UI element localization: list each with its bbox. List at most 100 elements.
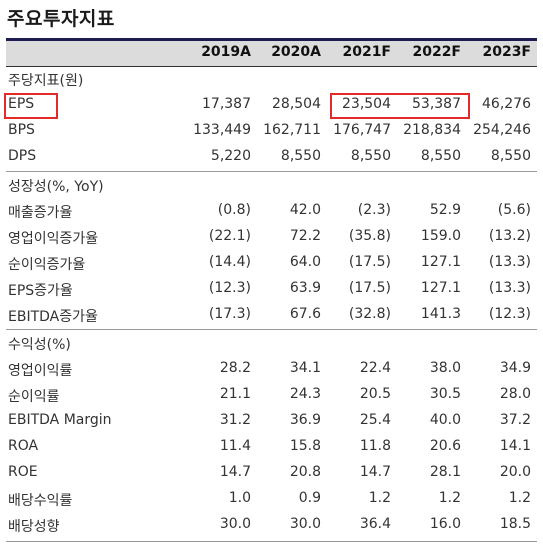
header-band <box>6 41 537 66</box>
table-cell: 133,449 <box>193 122 251 138</box>
table-cell: 162,711 <box>263 122 321 138</box>
row-label: 매출증가율 <box>8 205 73 221</box>
table-row: 배당수익률 1.0 0.9 1.2 1.2 1.2 <box>6 486 537 512</box>
table-cell: 5,220 <box>210 148 251 164</box>
section-heading-row: 성장성(%, YoY) <box>6 172 537 198</box>
table-cell: 28.0 <box>499 386 531 402</box>
table-cell: (5.6) <box>497 202 531 218</box>
table-cell: 18.5 <box>499 516 531 532</box>
row-label: 영업이익증가율 <box>8 231 99 247</box>
table-cell: 1.0 <box>228 490 251 506</box>
table-cell: 8,550 <box>280 148 321 164</box>
row-label: ROE <box>8 464 38 480</box>
table-cell: 20.0 <box>499 464 531 480</box>
table-cell: 8,550 <box>420 148 461 164</box>
table-cell: 11.8 <box>359 438 391 454</box>
table-cell: 72.2 <box>289 228 321 244</box>
table-cell: 46,276 <box>482 96 531 112</box>
table-cell: 63.9 <box>289 280 321 296</box>
table-cell: (12.3) <box>208 280 251 296</box>
table-row: 영업이익증가율 (22.1) 72.2 (35.8) 159.0 (13.2) <box>6 224 537 250</box>
table-cell: 0.9 <box>298 490 321 506</box>
row-label: 배당수익률 <box>8 493 73 509</box>
table-cell: 159.0 <box>420 228 461 244</box>
row-label: EBITDA Margin <box>8 412 112 428</box>
table-cell: 31.2 <box>219 412 251 428</box>
eps-label-highlight-box <box>4 93 58 119</box>
section-heading: 주당지표(원) <box>8 73 84 89</box>
eps-forecast-highlight-box <box>330 93 470 119</box>
table-cell: 8,550 <box>490 148 531 164</box>
table-cell: 36.4 <box>359 516 391 532</box>
table-cell: 14.1 <box>499 438 531 454</box>
table-cell: (14.4) <box>208 254 251 270</box>
table-cell: 1.2 <box>438 490 461 506</box>
table-cell: 30.0 <box>289 516 321 532</box>
section-heading: 수익성(%) <box>8 337 71 353</box>
table-cell: (17.5) <box>348 254 391 270</box>
table-row: 순이익증가율 (14.4) 64.0 (17.5) 127.1 (13.3) <box>6 250 537 276</box>
table-cell: 14.7 <box>359 464 391 480</box>
row-label: 순이익증가율 <box>8 257 86 273</box>
column-header: 2019A <box>201 44 251 60</box>
table-row: ROA 11.4 15.8 11.8 20.6 14.1 <box>6 434 537 460</box>
table-row: 순이익률 21.1 24.3 20.5 30.5 28.0 <box>6 382 537 408</box>
table-cell: (0.8) <box>217 202 251 218</box>
table-row: BPS 133,449 162,711 176,747 218,834 254,… <box>6 118 537 144</box>
table-cell: 15.8 <box>289 438 321 454</box>
table-cell: (12.3) <box>488 306 531 322</box>
table-cell: 34.1 <box>289 360 321 376</box>
table-cell: 52.9 <box>429 202 461 218</box>
row-label: BPS <box>8 122 35 138</box>
table-cell: 14.7 <box>219 464 251 480</box>
column-header: 2020A <box>271 44 321 60</box>
table-cell: (13.3) <box>488 280 531 296</box>
table-cell: 17,387 <box>202 96 251 112</box>
table-cell: 53,387 <box>412 96 461 112</box>
table-cell: 176,747 <box>333 122 391 138</box>
table-row: DPS 5,220 8,550 8,550 8,550 8,550 <box>6 144 537 170</box>
table-bottom-rule <box>6 541 537 542</box>
table-row: EBITDA Margin 31.2 36.9 25.4 40.0 37.2 <box>6 408 537 434</box>
table-cell: 67.6 <box>289 306 321 322</box>
table-cell: (13.3) <box>488 254 531 270</box>
table-cell: 40.0 <box>429 412 461 428</box>
table-cell: 34.9 <box>499 360 531 376</box>
table-row: 배당성향 30.0 30.0 36.4 16.0 18.5 <box>6 512 537 538</box>
table-cell: 16.0 <box>429 516 461 532</box>
table-cell: 20.5 <box>359 386 391 402</box>
table-cell: (32.8) <box>348 306 391 322</box>
table-cell: 127.1 <box>420 254 461 270</box>
table-cell: 30.5 <box>429 386 461 402</box>
row-label: ROA <box>8 438 39 454</box>
table-row: EPS 17,387 28,504 23,504 53,387 46,276 <box>6 92 537 118</box>
table-cell: (22.1) <box>208 228 251 244</box>
table-cell: 38.0 <box>429 360 461 376</box>
table-cell: 24.3 <box>289 386 321 402</box>
table-row: ROE 14.7 20.8 14.7 28.1 20.0 <box>6 460 537 486</box>
table-cell: (13.2) <box>488 228 531 244</box>
table-row: EPS증가율 (12.3) 63.9 (17.5) 127.1 (13.3) <box>6 276 537 302</box>
column-header: 2023F <box>482 44 531 60</box>
table-cell: (35.8) <box>348 228 391 244</box>
table-cell: 42.0 <box>289 202 321 218</box>
row-label: DPS <box>8 148 37 164</box>
section-heading: 성장성(%, YoY) <box>8 179 104 195</box>
section-heading-row: 수익성(%) <box>6 330 537 356</box>
table-cell: 36.9 <box>289 412 321 428</box>
row-label: 순이익률 <box>8 389 60 405</box>
table-cell: 28.2 <box>219 360 251 376</box>
header-top-rule <box>6 38 537 41</box>
table-cell: 25.4 <box>359 412 391 428</box>
table-cell: 20.8 <box>289 464 321 480</box>
table-cell: 28,504 <box>272 96 321 112</box>
table-cell: 8,550 <box>350 148 391 164</box>
table-cell: (2.3) <box>357 202 391 218</box>
table-row: 영업이익률 28.2 34.1 22.4 38.0 34.9 <box>6 356 537 382</box>
column-header: 2022F <box>412 44 461 60</box>
table-cell: 30.0 <box>219 516 251 532</box>
section-divider <box>6 171 537 172</box>
table-row: 매출증가율 (0.8) 42.0 (2.3) 52.9 (5.6) <box>6 198 537 224</box>
table-cell: 11.4 <box>219 438 251 454</box>
table-cell: 22.4 <box>359 360 391 376</box>
